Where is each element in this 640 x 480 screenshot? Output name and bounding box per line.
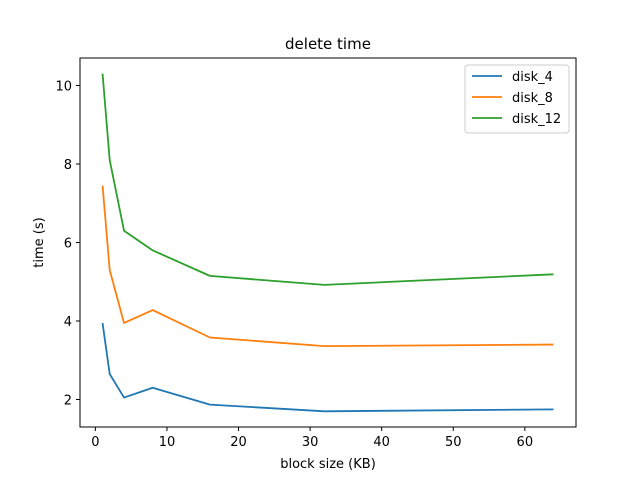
- series-line-disk-8: [101, 185, 554, 348]
- series-line-disk-12: [101, 73, 554, 286]
- y-tick-label: 8: [64, 158, 72, 173]
- y-tick-label: 2: [64, 394, 72, 409]
- plot-area-frame: [79, 57, 577, 428]
- x-tick-label: 30: [302, 435, 319, 450]
- y-tick-label: 10: [55, 79, 72, 94]
- y-tick-label: 6: [64, 237, 72, 252]
- series-line-disk-4: [101, 322, 554, 413]
- y-tick-label: 4: [64, 315, 72, 330]
- x-tick-label: 0: [91, 435, 99, 450]
- x-tick-label: 10: [159, 435, 176, 450]
- chart-title: delete time: [285, 35, 371, 53]
- x-axis-label: block size (KB): [280, 457, 376, 472]
- legend: disk_4 disk_8 disk_12: [464, 64, 570, 134]
- legend-box: [464, 64, 570, 134]
- lines-layer: [101, 73, 554, 413]
- x-tick-label: 40: [373, 435, 390, 450]
- ticks-layer: 0 10 20 30 40 50 60 2 4 6 8 10: [55, 79, 533, 450]
- legend-label: disk_4: [512, 70, 553, 85]
- x-tick-label: 50: [445, 435, 462, 450]
- y-axis-label: time (s): [32, 217, 47, 267]
- x-tick-label: 20: [230, 435, 247, 450]
- legend-label: disk_8: [512, 91, 553, 106]
- legend-label: disk_12: [512, 112, 561, 127]
- x-tick-label: 60: [517, 435, 534, 450]
